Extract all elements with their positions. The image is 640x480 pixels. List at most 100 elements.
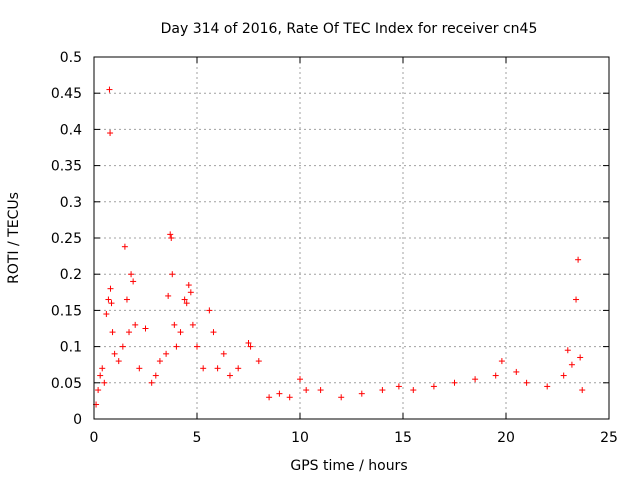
data-point [395, 383, 402, 390]
data-point [410, 387, 417, 394]
data-point [513, 368, 520, 375]
data-point [226, 372, 233, 379]
data-point [185, 282, 192, 289]
data-point [575, 256, 582, 263]
data-point [492, 372, 499, 379]
data-point [210, 329, 217, 336]
y-tick-label: 0.35 [51, 159, 82, 175]
data-point [297, 376, 303, 383]
data-point [95, 387, 102, 394]
data-point [579, 387, 586, 394]
data-point [255, 358, 262, 365]
data-point [235, 365, 242, 372]
y-tick-label: 0.1 [60, 340, 82, 356]
data-point [544, 383, 551, 390]
data-point [379, 387, 386, 394]
data-point [206, 307, 213, 314]
data-point [121, 243, 128, 250]
data-point [109, 329, 116, 336]
data-point [472, 376, 479, 383]
x-tick-label: 5 [193, 430, 202, 446]
data-point [99, 365, 106, 372]
data-point [317, 387, 324, 394]
y-tick-label: 0 [73, 412, 82, 428]
data-point [130, 278, 137, 285]
data-point [123, 296, 130, 303]
data-point [152, 372, 159, 379]
data-point [189, 321, 196, 328]
data-point [173, 343, 180, 350]
y-tick-label: 0.5 [60, 50, 82, 66]
data-point [247, 343, 254, 350]
data-point [577, 354, 584, 361]
data-point [142, 325, 149, 332]
chart-title: Day 314 of 2016, Rate Of TEC Index for r… [161, 21, 538, 37]
data-point [498, 358, 505, 365]
data-point [97, 372, 104, 379]
data-point [128, 271, 135, 278]
data-point [103, 311, 110, 318]
data-point [181, 296, 188, 303]
x-tick-label: 25 [600, 430, 618, 446]
data-point [101, 379, 108, 386]
x-tick-label: 0 [90, 430, 99, 446]
data-point [245, 339, 252, 346]
data-point [214, 365, 221, 372]
data-point [169, 271, 176, 278]
data-point [338, 394, 345, 401]
data-point [194, 343, 200, 350]
y-tick-label: 0.45 [51, 86, 82, 102]
grid-lines [94, 57, 609, 419]
data-points [93, 86, 586, 408]
x-tick-label: 10 [291, 430, 309, 446]
data-point [132, 321, 139, 328]
data-point [430, 383, 437, 390]
data-point [286, 394, 293, 401]
data-point [220, 350, 227, 357]
data-point [126, 329, 133, 336]
y-axis-title: ROTI / TECUs [6, 192, 22, 284]
data-point [107, 285, 114, 292]
y-tick-label: 0.3 [60, 195, 82, 211]
x-axis-title: GPS time / hours [290, 458, 407, 474]
data-point [156, 358, 163, 365]
data-point [167, 231, 174, 238]
data-point [136, 365, 143, 372]
data-point [165, 292, 172, 299]
y-tick-label: 0.05 [51, 376, 82, 392]
data-point [168, 235, 175, 241]
data-point [148, 379, 155, 386]
data-point [303, 387, 310, 394]
data-point [187, 289, 194, 296]
data-point [183, 300, 190, 307]
x-axis: 0 5 10 15 20 25 [90, 57, 618, 446]
y-tick-label: 0.15 [51, 303, 82, 319]
data-point [163, 350, 170, 357]
data-point [111, 350, 118, 357]
y-tick-label: 0.2 [60, 267, 82, 283]
data-point [358, 390, 365, 397]
y-tick-label: 0.4 [60, 122, 82, 138]
data-point [573, 296, 580, 303]
data-point [266, 394, 273, 401]
data-point [105, 296, 112, 303]
data-point [523, 379, 530, 386]
y-axis: 0 0.05 0.1 0.15 0.2 0.25 0.3 0.35 0.4 0.45 0.5 [51, 50, 609, 428]
data-point [108, 300, 115, 307]
data-point [119, 343, 126, 350]
data-point [171, 321, 178, 328]
x-tick-label: 15 [394, 430, 412, 446]
x-tick-label: 20 [497, 430, 515, 446]
data-point [276, 390, 283, 397]
data-point [107, 130, 114, 137]
data-point [451, 379, 458, 386]
data-point [115, 358, 122, 365]
data-point [564, 347, 571, 354]
data-point [177, 329, 184, 336]
y-tick-label: 0.25 [51, 231, 82, 247]
data-point [200, 365, 207, 372]
data-point [106, 86, 113, 93]
data-point [568, 361, 575, 368]
data-point [560, 372, 567, 379]
